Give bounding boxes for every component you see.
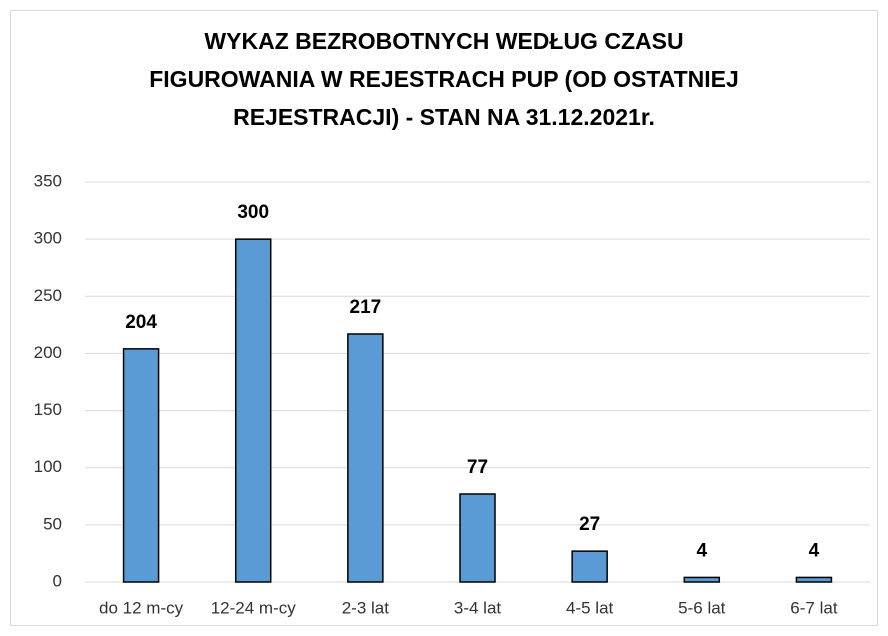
bar [347, 333, 384, 583]
data-label: 77 [467, 457, 488, 478]
bar [459, 493, 496, 583]
x-tick-label: 2-3 lat [342, 598, 390, 617]
y-tick-label: 300 [34, 229, 62, 248]
bar [683, 576, 721, 583]
y-tick-label: 50 [43, 514, 62, 533]
data-label: 204 [125, 312, 157, 333]
data-label: 4 [809, 540, 820, 561]
y-tick-label: 350 [34, 171, 62, 190]
x-tick-label: 3-4 lat [454, 598, 502, 617]
y-tick-label: 0 [53, 571, 62, 590]
x-tick-label: do 12 m-cy [99, 598, 184, 617]
x-tick-label: 5-6 lat [678, 598, 726, 617]
x-tick-label: 4-5 lat [566, 598, 614, 617]
y-tick-label: 150 [34, 400, 62, 419]
data-label: 217 [350, 297, 382, 318]
data-label: 27 [579, 514, 600, 535]
y-tick-label: 200 [34, 343, 62, 362]
y-tick-label: 100 [34, 457, 62, 476]
x-tick-label: 6-7 lat [790, 598, 838, 617]
chart-title: WYKAZ BEZROBOTNYCH WEDŁUG CZASU FIGUROWA… [149, 28, 739, 130]
bar [795, 576, 833, 583]
x-tick-label: 12-24 m-cy [211, 598, 297, 617]
bar [571, 550, 608, 583]
y-tick-label: 250 [34, 286, 62, 305]
bar [234, 238, 272, 583]
data-label: 300 [237, 202, 269, 223]
bar [122, 348, 160, 583]
data-label: 4 [696, 540, 707, 561]
